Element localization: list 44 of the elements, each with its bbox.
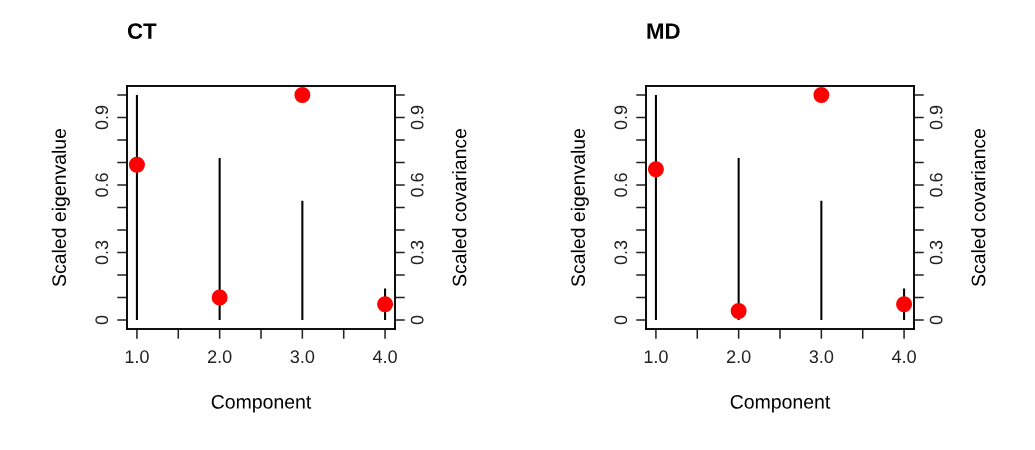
bar	[820, 200, 823, 320]
y2-tick-label: 0.3	[929, 240, 943, 265]
x-tick-label: 3.0	[809, 350, 834, 364]
y2-axis-title: Scaled covariance	[971, 128, 986, 287]
point	[813, 87, 830, 103]
y2-tick-label: 0.6	[410, 173, 424, 197]
x-axis-title: Component	[211, 394, 312, 413]
y-axis-title: Scaled eigenvalue	[51, 128, 70, 287]
y2-tick-label: 0	[929, 315, 943, 325]
y-tick-label: 0	[614, 315, 628, 325]
y2-tick-label: 0.9	[929, 105, 943, 130]
y2-axis-title: Scaled covariance	[452, 128, 467, 287]
x-tick-label: 2.0	[727, 350, 751, 364]
point	[377, 296, 394, 313]
x-tick-label: 1.0	[125, 350, 149, 364]
bar	[301, 200, 304, 320]
y2-tick-label: 0.6	[929, 173, 943, 197]
x-tick-label: 1.0	[644, 350, 668, 364]
y-tick-label: 0.3	[614, 240, 628, 265]
y-tick-label: 0.6	[614, 173, 628, 197]
y-tick-label: 0.3	[95, 240, 109, 265]
chart-title: MD	[647, 23, 680, 39]
bar	[654, 95, 657, 320]
y-tick-label: 0.6	[95, 173, 109, 197]
chart-title: CT	[127, 23, 157, 39]
point	[896, 296, 913, 313]
x-tick-label: 2.0	[208, 350, 232, 364]
y-tick-label: 0	[95, 315, 109, 325]
x-axis-title: Component	[730, 394, 831, 413]
x-tick-label: 4.0	[372, 350, 397, 364]
y-axis-title: Scaled eigenvalue	[570, 128, 589, 287]
x-tick-label: 3.0	[290, 350, 315, 364]
point	[730, 303, 747, 319]
y-tick-label: 0.9	[614, 105, 628, 130]
point	[647, 161, 664, 178]
bar	[135, 95, 138, 320]
y2-tick-label: 0.9	[410, 105, 424, 130]
x-tick-label: 4.0	[891, 350, 916, 364]
y2-tick-label: 0.3	[410, 240, 424, 265]
point	[128, 156, 145, 173]
point	[294, 87, 311, 103]
y2-tick-label: 0	[410, 315, 424, 325]
point	[211, 289, 228, 306]
y-tick-label: 0.9	[95, 105, 109, 130]
